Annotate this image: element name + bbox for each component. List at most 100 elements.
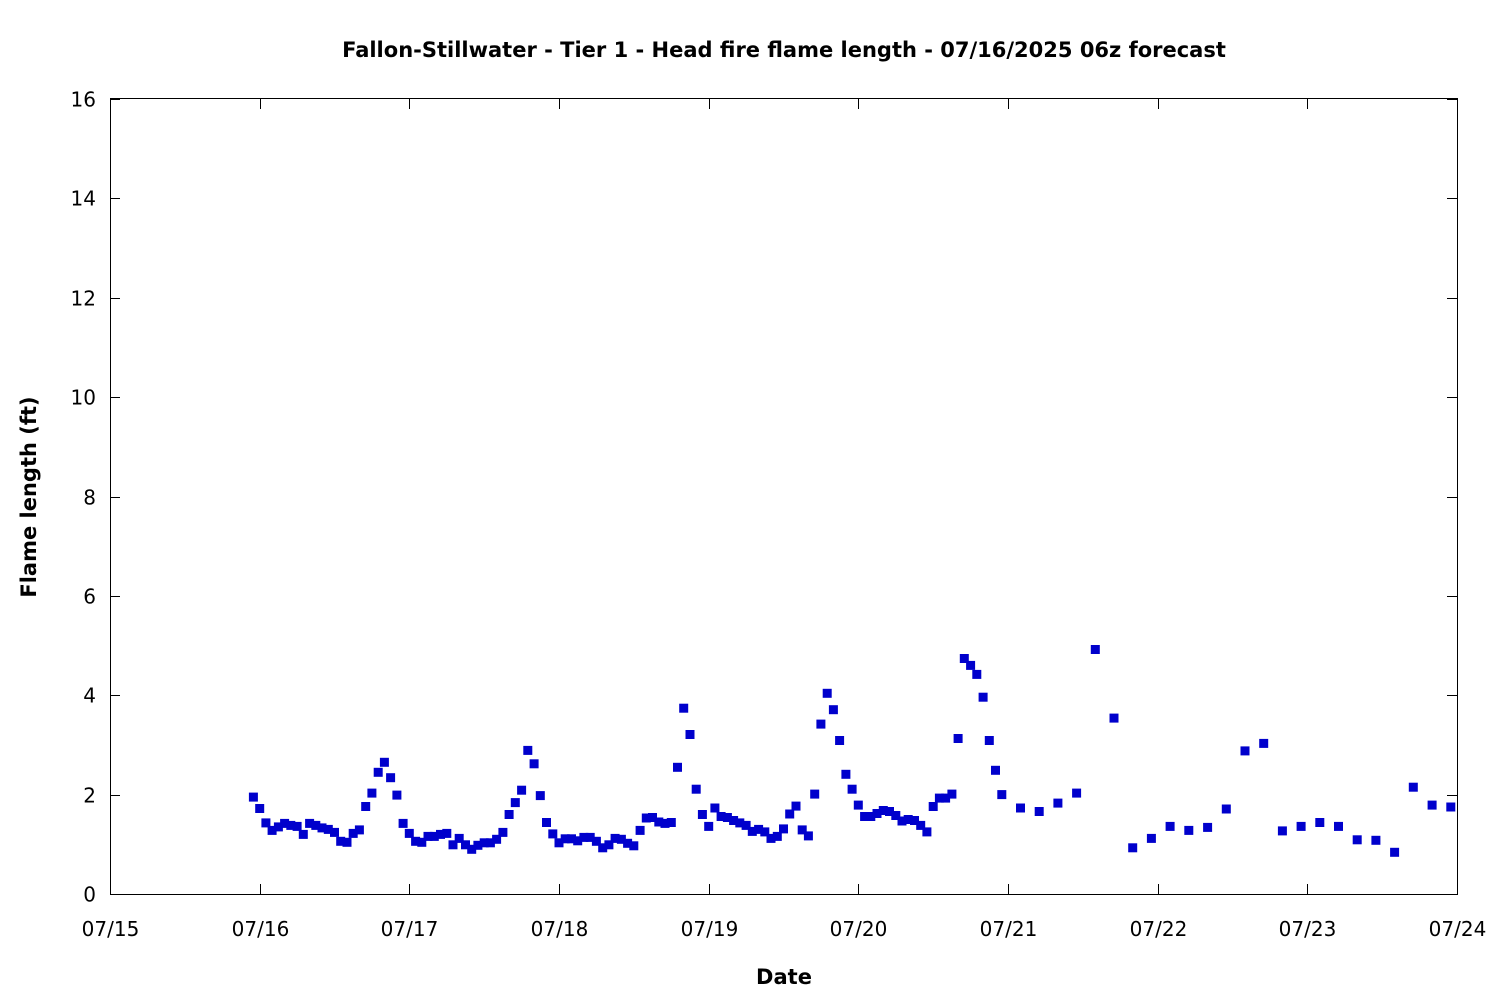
data-point (1390, 847, 1400, 857)
data-point (336, 836, 346, 846)
data-point (1427, 800, 1437, 810)
x-axis-label: Date (756, 965, 812, 989)
data-point (348, 828, 358, 838)
data-point (623, 838, 633, 848)
data-point (735, 818, 745, 828)
data-point (523, 745, 533, 755)
data-point (772, 831, 782, 841)
data-point (941, 793, 951, 803)
data-point (872, 809, 882, 818)
data-point (423, 831, 433, 841)
data-point (897, 816, 907, 826)
data-point (261, 818, 271, 828)
data-point (298, 829, 308, 839)
data-point (567, 834, 576, 844)
data-point (747, 826, 757, 836)
data-point (535, 791, 545, 801)
y-tick-label: 0 (83, 883, 96, 907)
data-point (485, 838, 495, 848)
data-point (816, 719, 826, 729)
x-tick-label: 07/15 (82, 917, 140, 941)
y-tick-label: 2 (83, 784, 96, 808)
data-point (529, 759, 539, 769)
data-point (1371, 835, 1381, 845)
x-tick-label: 07/23 (1279, 917, 1337, 941)
data-point (866, 812, 876, 821)
data-point (635, 825, 645, 835)
data-point (404, 828, 414, 838)
data-point (361, 802, 371, 811)
data-point (766, 833, 776, 843)
data-point (1146, 833, 1156, 843)
data-point (666, 818, 676, 827)
data-point (248, 792, 258, 802)
data-point (991, 765, 1000, 775)
data-point (847, 784, 857, 794)
chart-title: Fallon-Stillwater - Tier 1 - Head fire f… (342, 38, 1226, 62)
data-point (791, 801, 801, 811)
data-point (473, 840, 483, 850)
data-point (492, 834, 502, 844)
data-point (1165, 821, 1175, 831)
data-point (910, 816, 919, 825)
data-point (498, 827, 508, 837)
data-point (479, 838, 489, 848)
data-point (1259, 738, 1269, 748)
data-point (1315, 818, 1325, 827)
data-point (1240, 746, 1250, 756)
data-point (610, 833, 620, 843)
data-point (1090, 645, 1100, 654)
data-point (585, 832, 595, 842)
data-point (860, 812, 870, 821)
data-point (1034, 807, 1044, 816)
data-point (1053, 798, 1063, 808)
x-tick-label: 07/16 (232, 917, 290, 941)
y-tick-label: 10 (71, 386, 96, 410)
data-point (1296, 821, 1306, 831)
data-point (878, 806, 888, 815)
y-tick-label: 14 (71, 187, 96, 211)
x-tick-label: 07/17 (381, 917, 439, 941)
data-point (704, 821, 714, 831)
data-point (822, 688, 832, 698)
data-point (722, 813, 732, 822)
data-point (760, 827, 770, 837)
data-point (997, 790, 1007, 800)
data-point (891, 811, 901, 820)
data-point (442, 828, 452, 838)
data-point (953, 734, 963, 743)
data-point (984, 736, 994, 745)
data-point (673, 762, 682, 772)
x-tick-label: 07/24 (1429, 917, 1487, 941)
data-point (311, 820, 321, 830)
y-tick-label: 6 (83, 585, 96, 609)
data-point (966, 660, 976, 670)
data-point (560, 834, 570, 844)
data-point (648, 813, 657, 822)
data-point (754, 824, 764, 834)
data-point (853, 800, 863, 810)
data-point (510, 798, 520, 808)
data-point (392, 790, 402, 800)
data-point (386, 773, 396, 783)
data-point (454, 833, 464, 843)
data-point (779, 824, 788, 834)
data-point (379, 757, 389, 767)
data-point (323, 824, 333, 834)
x-tick-label: 07/22 (1130, 917, 1188, 941)
data-point (654, 817, 664, 827)
data-point (273, 822, 283, 832)
data-point (972, 669, 982, 679)
data-point (828, 705, 838, 715)
data-point (554, 838, 564, 848)
data-point (1016, 803, 1025, 813)
y-tick-label: 12 (71, 287, 96, 311)
data-point (417, 837, 427, 847)
data-point (947, 789, 957, 799)
data-point (785, 809, 795, 819)
data-point (978, 692, 988, 702)
axis-ticks: 07/15 07/16 07/17 07/18 07/19 07/20 07/21 07/22… (71, 88, 1487, 942)
data-point (292, 821, 302, 831)
